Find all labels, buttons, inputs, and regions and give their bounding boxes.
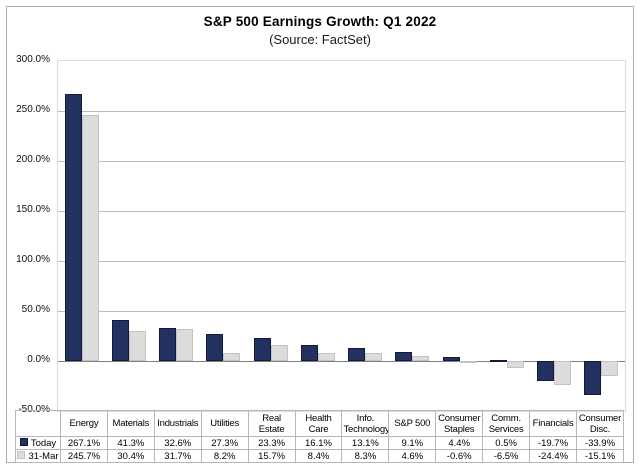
table-column-header: Health Care [294, 410, 343, 437]
table-value-cell: 27.3% [200, 436, 249, 450]
table-column-header: Energy [60, 410, 108, 437]
bar-31-mar-utilities [223, 352, 241, 361]
chart-frame: S&P 500 Earnings Growth: Q1 2022 (Source… [6, 6, 634, 463]
bar-31-mar-health-care [317, 352, 335, 361]
table-value-cell: 9.1% [388, 436, 437, 450]
table-column-header: Consumer Staples [435, 410, 484, 437]
gridline [58, 161, 625, 162]
gridline [58, 211, 625, 212]
data-table-body: Today 267.1% 41.3% 32.6% 27.3% 23.3% 16.1% 13.1… [15, 436, 625, 463]
bar-31-mar-consumer-disc- [601, 361, 619, 377]
bar-31-mar-consumer-staples [459, 361, 477, 363]
plot-area [57, 60, 626, 412]
table-value-cell: 0.5% [482, 436, 531, 450]
table-column-header: S&P 500 [388, 410, 437, 437]
y-tick-label: 300.0% [16, 54, 50, 65]
table-value-cell: 16.1% [294, 436, 343, 450]
bar-31-mar-industrials [176, 329, 194, 361]
bar-31-mar-energy [81, 115, 99, 361]
bar-today-real-estate [253, 337, 271, 361]
legend-swatch-icon [19, 437, 28, 446]
chart-subtitle: (Source: FactSet) [269, 32, 371, 47]
zero-axis-line [58, 361, 625, 362]
table-value-cell: -19.7% [529, 436, 577, 450]
bar-today-consumer-disc- [584, 361, 602, 395]
y-tick-label: 100.0% [16, 254, 50, 265]
table-column-header: Utilities [200, 410, 249, 437]
table-value-cell: 23.3% [247, 436, 296, 450]
table-value-cell: -33.9% [575, 436, 625, 450]
table-column-header: Industrials [153, 410, 202, 437]
y-tick-label: 0.0% [27, 354, 50, 365]
table-value-cell: 245.7% [60, 449, 108, 463]
table-value-cell: -6.5% [482, 449, 531, 463]
table-column-header: Financials [529, 410, 577, 437]
table-column-header: Info. Technology [341, 410, 390, 437]
bar-31-mar-financials [554, 361, 572, 386]
data-table-head: Energy Materials Industrials Utilities Real … [15, 410, 625, 437]
y-tick-label: 50.0% [21, 304, 50, 315]
table-value-cell: 267.1% [60, 436, 108, 450]
table-row-31-mar: 31-Mar 245.7% 30.4% 31.7% 8.2% 15.7% 8.4% 8.3% 4… [15, 449, 625, 463]
bar-31-mar-info-technology [365, 352, 383, 361]
table-column-header: Consumer Disc. [575, 410, 625, 437]
bar-today-info-technology [348, 347, 366, 361]
table-value-cell: 4.6% [388, 449, 437, 463]
y-tick-label: 150.0% [16, 204, 50, 215]
legend-swatch-icon [17, 450, 26, 459]
table-value-cell: 32.6% [153, 436, 202, 450]
bar-today-financials [537, 361, 555, 381]
table-value-cell: -24.4% [529, 449, 577, 463]
table-value-cell: 31.7% [153, 449, 202, 463]
legend-cell-31-mar: 31-Mar [15, 449, 61, 463]
table-value-cell: 8.2% [200, 449, 249, 463]
bar-today-utilities [206, 333, 224, 361]
table-value-cell: 30.4% [106, 449, 155, 463]
y-tick-label: -50.0% [18, 404, 50, 415]
table-column-header: Real Estate [247, 410, 296, 437]
bar-today-energy [64, 93, 82, 361]
bar-31-mar-s-p-500 [412, 356, 430, 361]
bar-today-health-care [300, 344, 318, 361]
bar-today-industrials [159, 328, 177, 361]
y-axis-labels: 300.0% 250.0% 200.0% 150.0% 100.0% 50.0% 0.0% -… [7, 55, 53, 415]
legend-cell-today: Today [15, 436, 61, 450]
gridline [58, 261, 625, 262]
gridline [58, 111, 625, 112]
bar-today-materials [111, 319, 129, 361]
table-column-header: Materials [106, 410, 155, 437]
table-corner-cell [15, 410, 61, 437]
table-value-cell: 41.3% [106, 436, 155, 450]
bar-today-comm-services [489, 360, 507, 362]
bar-31-mar-comm-services [506, 361, 524, 368]
chart-title: S&P 500 Earnings Growth: Q1 2022 [203, 14, 437, 29]
table-column-header: Comm. Services [482, 410, 531, 437]
table-value-cell: -15.1% [575, 449, 625, 463]
table-value-cell: 4.4% [435, 436, 484, 450]
gridline [58, 311, 625, 312]
table-value-cell: 13.1% [341, 436, 390, 450]
data-table: Energy Materials Industrials Utilities Real … [15, 410, 625, 463]
table-value-cell: 15.7% [247, 449, 296, 463]
bar-31-mar-materials [128, 330, 146, 361]
y-tick-label: 200.0% [16, 154, 50, 165]
table-header-row: Energy Materials Industrials Utilities Real … [15, 410, 625, 437]
bar-today-consumer-staples [442, 356, 460, 361]
table-value-cell: -0.6% [435, 449, 484, 463]
bar-31-mar-real-estate [270, 345, 288, 361]
table-row-today: Today 267.1% 41.3% 32.6% 27.3% 23.3% 16.1% 13.1… [15, 436, 625, 450]
bar-today-s-p-500 [395, 351, 413, 361]
y-tick-label: 250.0% [16, 104, 50, 115]
table-value-cell: 8.3% [341, 449, 390, 463]
table-value-cell: 8.4% [294, 449, 343, 463]
